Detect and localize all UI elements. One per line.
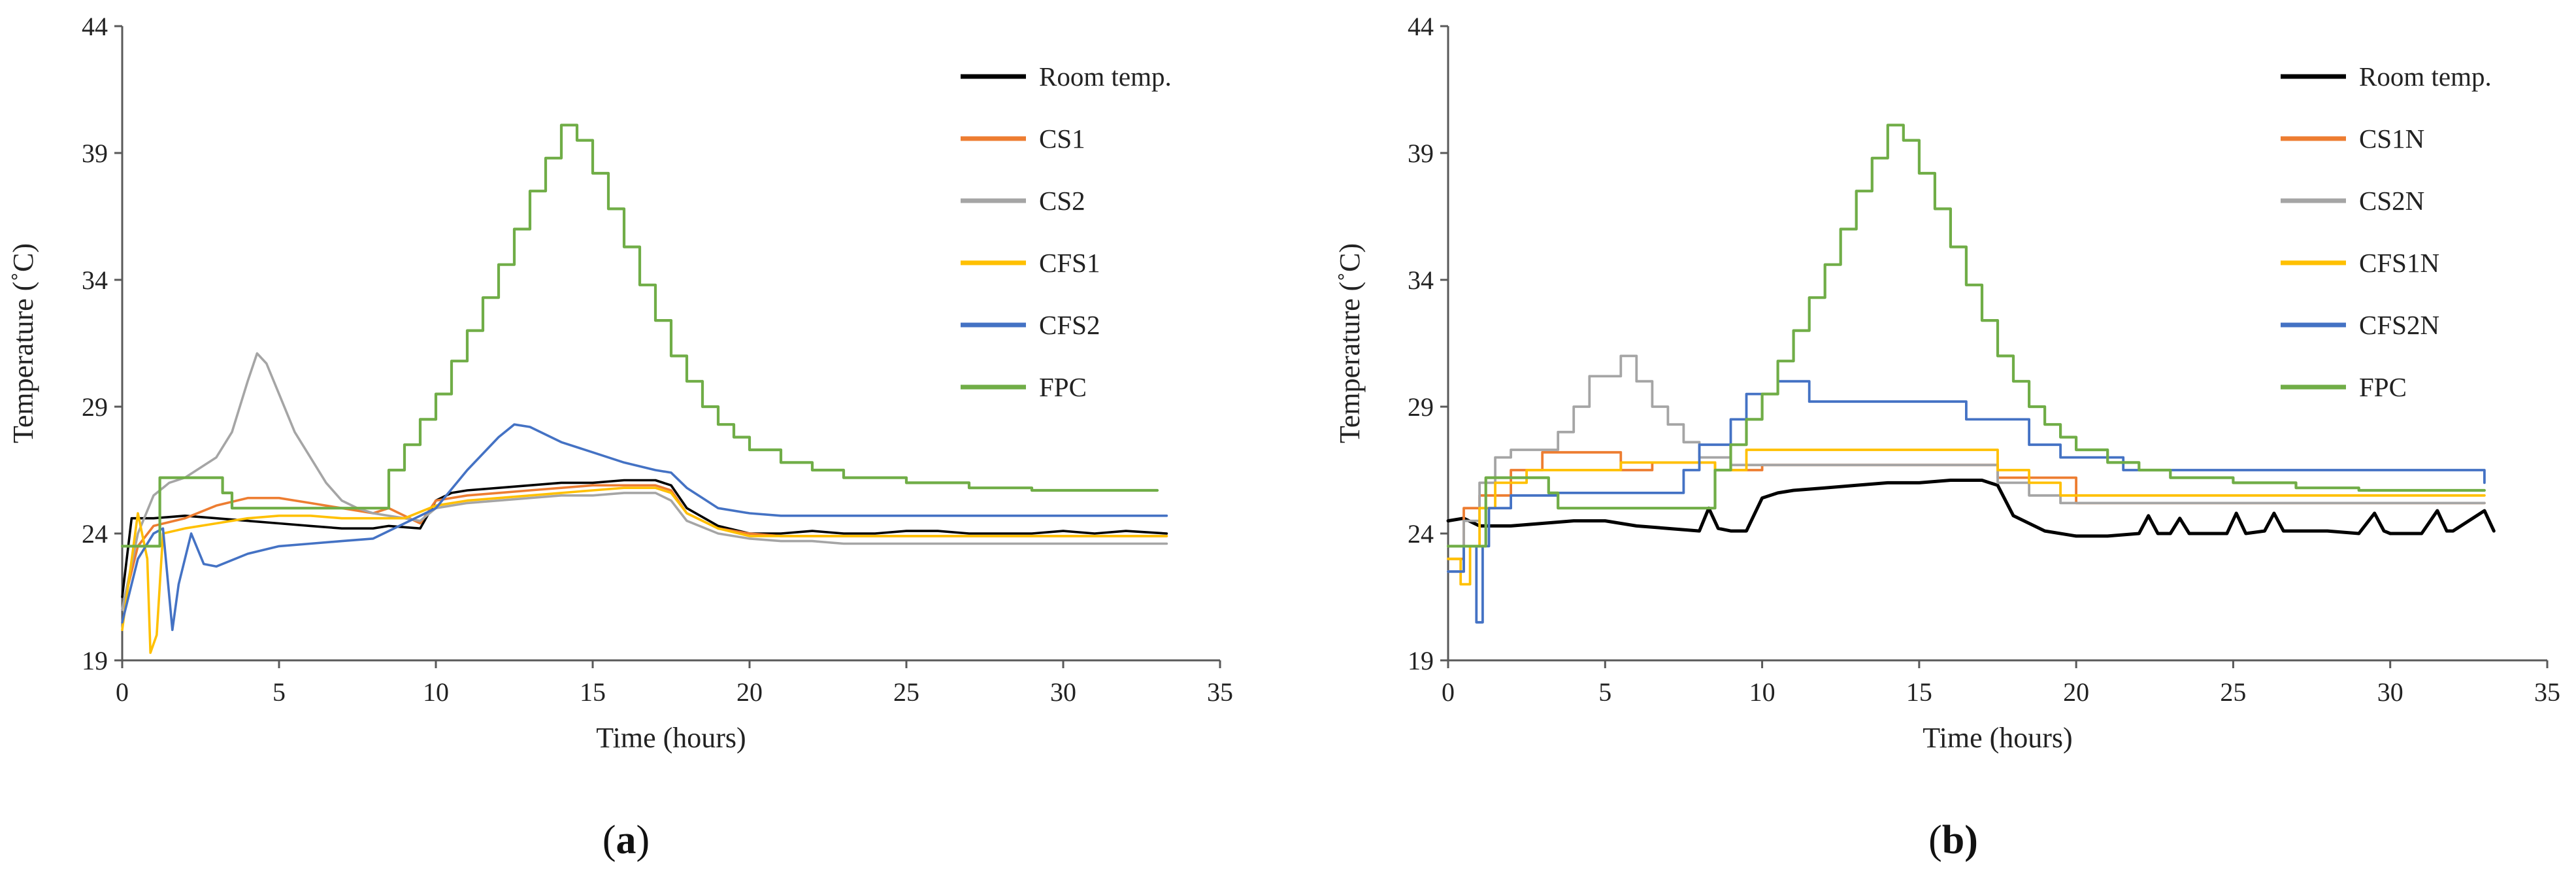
x-tick-label: 10 bbox=[1749, 677, 1775, 707]
y-tick-label: 34 bbox=[82, 265, 108, 295]
series-line-room-temp bbox=[121, 479, 1168, 598]
x-axis-title: Time (hours) bbox=[1923, 722, 2072, 754]
legend-label-cs1n: CS1N bbox=[2359, 124, 2424, 154]
y-tick-label: 19 bbox=[82, 646, 108, 675]
x-tick-label: 10 bbox=[423, 677, 449, 707]
series-line-cs1 bbox=[121, 484, 1168, 611]
series-line-fpc bbox=[1446, 124, 2486, 548]
panel-caption-b: (b) bbox=[1928, 818, 1978, 862]
chart-panel-b: 19 24 29 34 39 44 0 5 10 15 20 25 30 35 Time (hours) Te… bbox=[1334, 12, 2560, 754]
y-tick-label: 39 bbox=[82, 139, 108, 168]
legend-label-cfs1: CFS1 bbox=[1039, 248, 1100, 278]
x-tick-label: 5 bbox=[272, 677, 286, 707]
y-tick-label: 39 bbox=[1408, 139, 1434, 168]
legend-label-cfs2: CFS2 bbox=[1039, 310, 1100, 340]
y-tick-label: 29 bbox=[1408, 392, 1434, 422]
y-tick-label: 24 bbox=[82, 519, 108, 549]
legend-label-room-temp: Room temp. bbox=[1039, 61, 1172, 92]
x-tick-label: 5 bbox=[1598, 677, 1611, 707]
y-tick-label: 34 bbox=[1408, 265, 1434, 295]
x-tick-label: 20 bbox=[2063, 677, 2089, 707]
series-line-room-temp bbox=[1446, 479, 2496, 538]
x-tick-label: 15 bbox=[1906, 677, 1932, 707]
series-line-cs1n bbox=[1447, 450, 2486, 560]
x-tick-label: 30 bbox=[2377, 677, 2403, 707]
legend-label-cfs2n: CFS2N bbox=[2359, 310, 2439, 340]
y-tick-label: 29 bbox=[82, 392, 108, 422]
legend-label-room-temp: Room temp. bbox=[2359, 61, 2492, 92]
x-tick-label: 35 bbox=[2534, 677, 2560, 707]
x-tick-label: 25 bbox=[2220, 677, 2246, 707]
x-tick-label: 0 bbox=[1442, 677, 1455, 707]
y-tick-label: 19 bbox=[1408, 646, 1434, 675]
legend-label-fpc: FPC bbox=[1039, 372, 1087, 402]
series-line-fpc bbox=[120, 124, 1159, 548]
y-tick-label: 44 bbox=[82, 12, 108, 41]
legend-label-cs1: CS1 bbox=[1039, 124, 1085, 154]
series-line-cfs2 bbox=[121, 423, 1168, 632]
y-axis-title: Temperature (˚C) bbox=[1334, 243, 1366, 443]
x-tick-label: 20 bbox=[736, 677, 763, 707]
y-tick-label: 44 bbox=[1408, 12, 1434, 41]
y-tick-label: 24 bbox=[1408, 519, 1434, 549]
panel-caption-a: (a) bbox=[603, 818, 650, 862]
series-line-cs2 bbox=[121, 352, 1168, 611]
x-axis-title: Time (hours) bbox=[596, 722, 746, 754]
legend-label-cfs1n: CFS1N bbox=[2359, 248, 2439, 278]
series-line-cfs1n bbox=[1447, 449, 2486, 586]
legend-label-cs2n: CS2N bbox=[2359, 186, 2424, 216]
x-tick-label: 15 bbox=[580, 677, 606, 707]
x-tick-label: 25 bbox=[893, 677, 919, 707]
x-tick-label: 0 bbox=[116, 677, 129, 707]
x-tick-label: 35 bbox=[1207, 677, 1233, 707]
legend-label-cs2: CS2 bbox=[1039, 186, 1085, 216]
x-tick-label: 30 bbox=[1050, 677, 1076, 707]
chart-panel-a: 19 24 29 34 39 44 0 5 10 15 20 25 30 35 Time (hours) Te… bbox=[7, 12, 1233, 754]
series-line-cfs1 bbox=[121, 486, 1168, 654]
y-axis-title: Temperature (˚C) bbox=[7, 243, 39, 443]
legend-label-fpc: FPC bbox=[2359, 372, 2407, 402]
